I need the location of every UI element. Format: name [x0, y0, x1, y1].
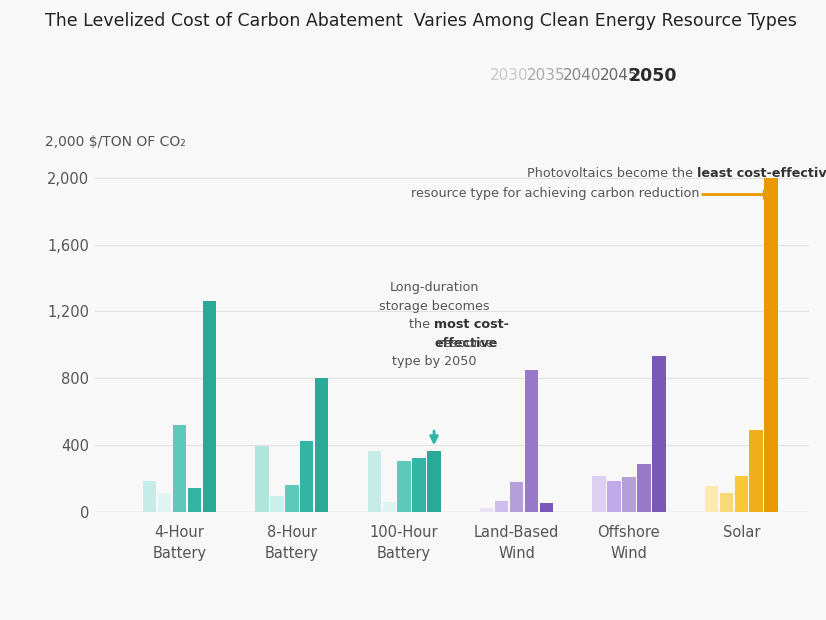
- Bar: [592, 476, 605, 512]
- Bar: [480, 508, 493, 512]
- Bar: [368, 451, 381, 512]
- Text: resource type for achieving carbon reduction: resource type for achieving carbon reduc…: [411, 187, 700, 200]
- Bar: [652, 356, 666, 512]
- Bar: [734, 476, 748, 512]
- Bar: [510, 482, 523, 512]
- Bar: [427, 451, 441, 512]
- Text: most cost-: most cost-: [434, 318, 509, 331]
- Bar: [764, 178, 778, 512]
- Bar: [525, 370, 539, 512]
- Bar: [719, 493, 733, 512]
- Bar: [749, 430, 763, 512]
- Bar: [315, 378, 329, 512]
- Bar: [622, 477, 636, 512]
- Bar: [539, 503, 553, 512]
- Bar: [607, 480, 620, 511]
- Bar: [495, 502, 508, 512]
- Text: 2,000 $/TON OF CO₂: 2,000 $/TON OF CO₂: [45, 135, 186, 149]
- Text: storage becomes: storage becomes: [379, 300, 489, 313]
- Text: type by 2050: type by 2050: [392, 355, 477, 368]
- Bar: [202, 301, 216, 512]
- Bar: [188, 488, 201, 511]
- Bar: [255, 446, 268, 512]
- Bar: [412, 458, 426, 512]
- Text: 2045: 2045: [600, 68, 638, 83]
- Text: resource: resource: [434, 337, 494, 350]
- Bar: [705, 485, 718, 512]
- Text: 2040: 2040: [563, 68, 601, 83]
- Text: The Levelized Cost of Carbon Abatement  Varies Among Clean Energy Resource Types: The Levelized Cost of Carbon Abatement V…: [45, 12, 797, 30]
- Text: 2050: 2050: [629, 66, 676, 85]
- Bar: [637, 464, 651, 511]
- Text: Long-duration: Long-duration: [389, 281, 479, 294]
- Text: the: the: [409, 318, 434, 331]
- Text: Photovoltaics become the: Photovoltaics become the: [527, 167, 697, 180]
- Bar: [300, 441, 313, 512]
- Bar: [158, 493, 171, 512]
- Bar: [285, 485, 298, 512]
- Text: effective: effective: [434, 337, 497, 350]
- Bar: [397, 461, 411, 511]
- Text: least cost-effective: least cost-effective: [697, 167, 826, 180]
- Bar: [143, 482, 156, 511]
- Bar: [173, 425, 186, 512]
- Bar: [270, 497, 283, 511]
- Bar: [382, 502, 396, 512]
- Text: 2030: 2030: [491, 68, 529, 83]
- Text: 2035: 2035: [527, 68, 565, 83]
